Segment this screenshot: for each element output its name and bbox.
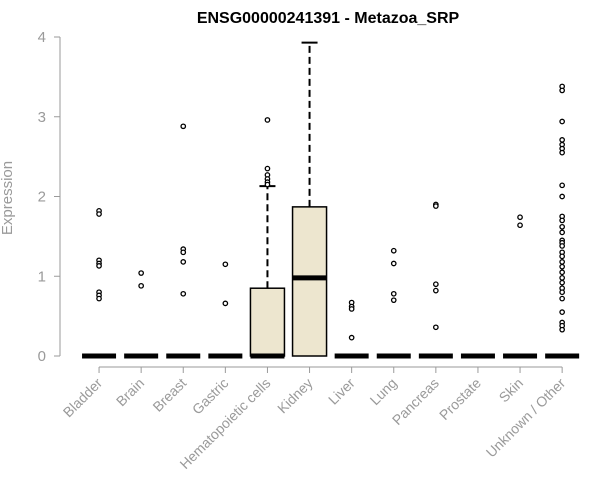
outlier-point	[222, 300, 229, 307]
outlier-point	[559, 279, 566, 286]
outlier-point	[348, 334, 355, 341]
box-unknown-other	[545, 83, 580, 359]
outlier-point	[559, 193, 566, 200]
box-breast	[166, 123, 201, 359]
outlier-point	[517, 222, 523, 229]
outlier-point	[559, 253, 566, 260]
outlier-point	[390, 247, 397, 254]
box-kidney	[291, 41, 328, 357]
outlier-point	[559, 259, 566, 265]
box-body	[291, 206, 328, 357]
outlier-point	[348, 306, 355, 312]
outlier-point	[432, 203, 439, 209]
outlier-point	[559, 263, 566, 270]
outlier-point	[559, 87, 566, 94]
outlier-point	[432, 324, 439, 331]
outlier-point	[432, 281, 439, 288]
x-tick-label: Skin	[496, 375, 527, 406]
x-tick-label: Kidney	[274, 375, 316, 417]
outlier-point	[222, 261, 229, 268]
outlier-point	[390, 290, 397, 297]
x-tick-label: Liver	[325, 375, 358, 408]
x-tick-label: Unknown / Other	[483, 375, 569, 461]
box-skin	[503, 214, 538, 359]
outlier-point	[96, 211, 102, 217]
x-tick-label: Prostate	[436, 375, 484, 423]
outlier-point	[559, 309, 566, 315]
x-tick-label: Breast	[149, 375, 189, 415]
outlier-point	[180, 290, 187, 297]
outlier-point	[559, 223, 566, 230]
outlier-point	[390, 260, 397, 267]
outlier-point	[138, 270, 144, 276]
outlier-point	[180, 259, 187, 265]
outlier-point	[559, 289, 566, 296]
outlier-point	[559, 137, 566, 143]
box-bladder	[82, 208, 117, 359]
x-tick-label: Pancreas	[389, 375, 442, 428]
x-tick-label: Lung	[367, 375, 400, 408]
outlier-point	[180, 249, 187, 256]
outlier-point	[559, 118, 566, 125]
outlier-point	[559, 149, 566, 156]
outlier-point	[264, 117, 271, 123]
y-tick-label: 0	[38, 348, 46, 365]
outlier-point	[517, 214, 523, 221]
box-body	[249, 287, 286, 357]
outlier-point	[138, 282, 144, 289]
y-tick-label: 4	[38, 29, 46, 46]
outlier-point	[264, 181, 271, 188]
box-gastric	[208, 261, 243, 359]
outlier-point	[390, 297, 397, 304]
y-tick-label: 3	[38, 109, 46, 126]
box-lung	[376, 247, 411, 359]
outlier-point	[559, 182, 566, 189]
box-liver	[334, 299, 369, 359]
outlier-point	[559, 243, 566, 249]
outlier-point	[559, 217, 566, 224]
x-tick-label: Bladder	[60, 375, 106, 421]
y-tick-label: 2	[38, 189, 46, 206]
y-axis: 0 1 2 3 4	[38, 29, 61, 365]
outlier-point	[559, 274, 566, 281]
outlier-point	[559, 326, 566, 333]
outlier-point	[432, 287, 439, 294]
outlier-point	[96, 263, 102, 269]
outlier-point	[264, 165, 271, 172]
box-pancreas	[418, 201, 453, 359]
box-hematopoietic-cells	[249, 117, 286, 359]
chart-title: ENSG00000241391 - Metazoa_SRP	[197, 10, 460, 27]
outlier-point	[180, 123, 187, 130]
outlier-point	[559, 295, 566, 302]
box-brain	[124, 270, 159, 359]
boxes-group	[82, 41, 580, 359]
outlier-point	[559, 229, 566, 236]
outlier-point	[559, 269, 566, 276]
x-tick-label: Brain	[113, 375, 147, 409]
outlier-point	[96, 295, 102, 302]
y-axis-label: Expression	[0, 161, 16, 235]
y-tick-label: 1	[38, 268, 46, 285]
